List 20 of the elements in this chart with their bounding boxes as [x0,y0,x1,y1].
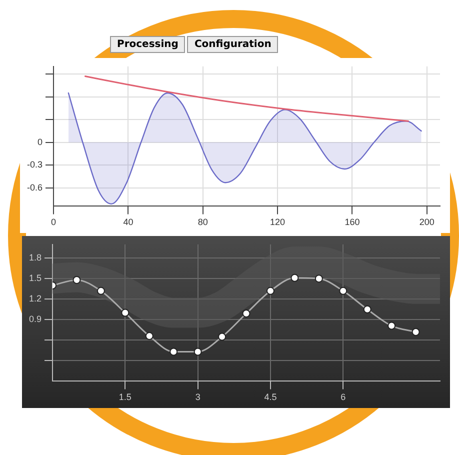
y-tick-label: 0.9 [28,314,42,324]
text: Processing [110,36,186,53]
y-tick-label: -0.3 [26,160,43,170]
y-tick-label: -0.6 [26,182,43,192]
y-tick-label: 1.8 [28,252,42,263]
y-tick-label: 1.5 [28,273,42,284]
x-tick-label: 80 [198,217,208,228]
line-series [84,76,410,122]
text: Configuration [187,36,278,53]
x-tick-label: 200 [419,217,434,228]
x-tick-label: 120 [270,217,286,228]
x-tick-label: 4.5 [264,392,277,402]
y-tick-label: 0 [37,136,43,147]
x-tick-label: 0 [51,217,56,228]
x-tick-label: 40 [123,217,134,228]
x-tick-label: 1.5 [118,392,132,402]
x-tick-label: 6 [340,392,346,402]
x-tick-label: 3 [195,392,200,402]
x-tick-label: 160 [344,217,360,228]
y-tick-label: 1.2 [28,294,42,304]
